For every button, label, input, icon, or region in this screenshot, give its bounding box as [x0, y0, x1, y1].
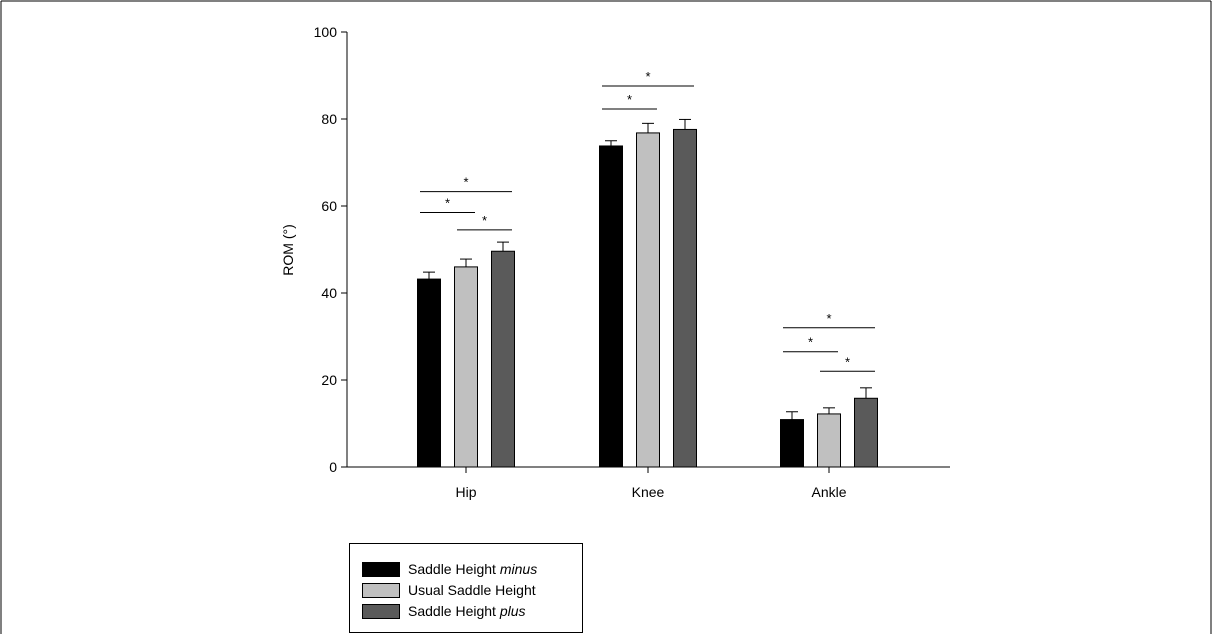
- significance-group: * * * * * * * *: [420, 69, 875, 372]
- significance-star-0: *: [463, 175, 468, 190]
- bar-knee-1: [636, 132, 660, 468]
- y-tick-label-20: 20: [321, 372, 337, 388]
- legend-label-usual: Usual Saddle Height: [408, 582, 536, 598]
- legend-label-plus: Saddle Height plus: [408, 603, 526, 619]
- legend-item-usual: Usual Saddle Height: [362, 581, 536, 599]
- bar-ankle-0: [780, 419, 804, 468]
- x-tick-label-ankle: Ankle: [811, 484, 846, 500]
- significance-star-2: *: [482, 213, 487, 228]
- significance-star-1: *: [445, 196, 450, 211]
- y-tick-label-60: 60: [321, 198, 337, 214]
- legend-label-minus: Saddle Height minus: [408, 561, 538, 577]
- legend-swatch-usual: [362, 582, 400, 598]
- legend-item-minus: Saddle Height minus: [362, 560, 537, 578]
- y-tick-label-40: 40: [321, 285, 337, 301]
- legend-swatch-minus: [362, 561, 400, 577]
- legend: Saddle Height minus Usual Saddle Height …: [349, 543, 583, 633]
- x-tick-label-hip: Hip: [455, 484, 476, 500]
- y-tick-label-100: 100: [314, 24, 338, 40]
- y-tick-label-80: 80: [321, 111, 337, 127]
- bar-ankle-1: [817, 413, 841, 468]
- y-axis: 0 20 40 60 80 100: [314, 24, 348, 475]
- legend-item-plus: Saddle Height plus: [362, 602, 526, 620]
- bar-hip-0: [417, 278, 441, 468]
- significance-star-7: *: [845, 354, 850, 369]
- significance-star-6: *: [808, 335, 813, 350]
- bar-ankle-2: [854, 397, 878, 468]
- bar-hip-1: [454, 266, 478, 468]
- bar-hip-2: [491, 250, 515, 468]
- y-tick-label-0: 0: [329, 459, 337, 475]
- legend-swatch-plus: [362, 603, 400, 619]
- significance-star-4: *: [627, 92, 632, 107]
- bars-group: [417, 118, 878, 468]
- bar-knee-0: [599, 145, 623, 468]
- x-axis: Hip Knee Ankle: [347, 466, 950, 500]
- y-axis-label: ROM (°): [280, 224, 296, 275]
- significance-star-3: *: [645, 69, 650, 84]
- significance-star-5: *: [826, 311, 831, 326]
- x-tick-label-knee: Knee: [632, 484, 665, 500]
- bar-knee-2: [673, 128, 697, 468]
